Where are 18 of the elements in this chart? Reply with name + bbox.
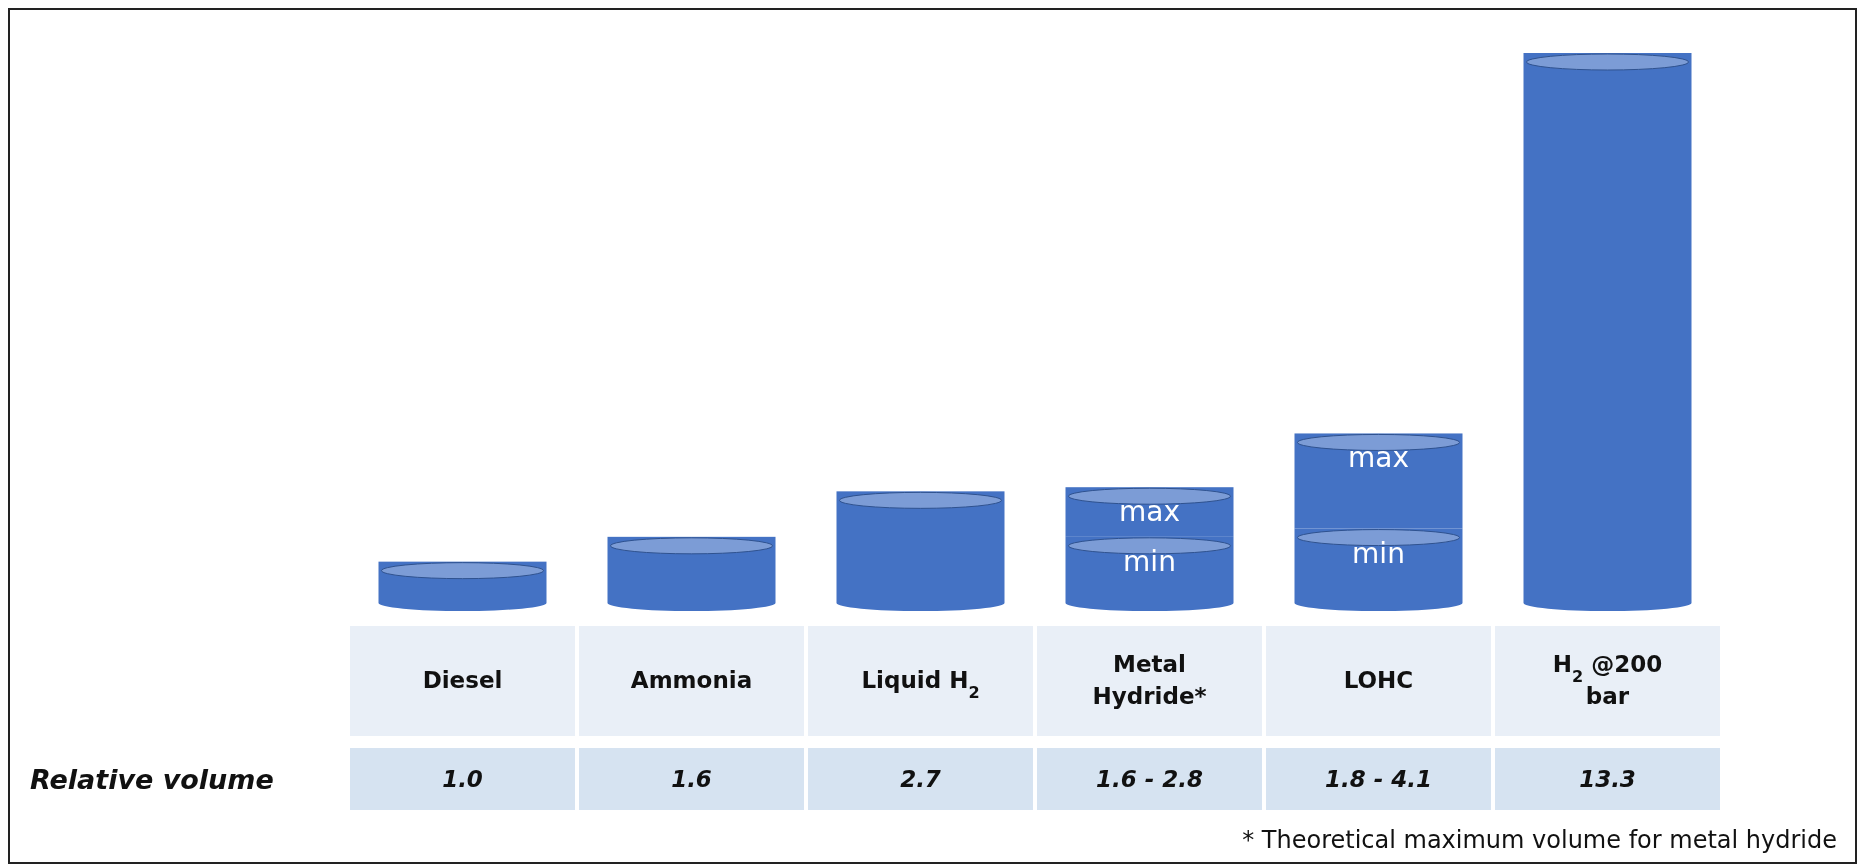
- x-tick-label: H$_{2}$ @200 bar: [1552, 651, 1663, 709]
- data-label: 1.0: [442, 766, 483, 792]
- x-tick-label: Diesel: [422, 667, 503, 693]
- x-tick-label: Liquid H$_{2}$: [861, 667, 980, 702]
- annotation: max: [1347, 441, 1410, 475]
- data-label: 13.3: [1579, 766, 1636, 792]
- data-label: 1.6: [671, 766, 712, 792]
- annotation: max: [1118, 495, 1181, 529]
- x-tick-label: Ammonia: [630, 667, 753, 693]
- data-label: 1.8 - 4.1: [1324, 766, 1433, 792]
- y-axis-title: Relative volume: [30, 764, 274, 795]
- x-tick-label: LOHC: [1343, 667, 1414, 693]
- text: * Theoretical maximum volume for metal hydride: [1242, 826, 1837, 854]
- data-label: 2.7: [900, 766, 941, 792]
- annotation: min: [1123, 544, 1176, 578]
- annotation: min: [1352, 536, 1405, 570]
- x-tick-label: Metal Hydride*: [1092, 651, 1207, 709]
- data-label: 1.6 - 2.8: [1095, 766, 1204, 792]
